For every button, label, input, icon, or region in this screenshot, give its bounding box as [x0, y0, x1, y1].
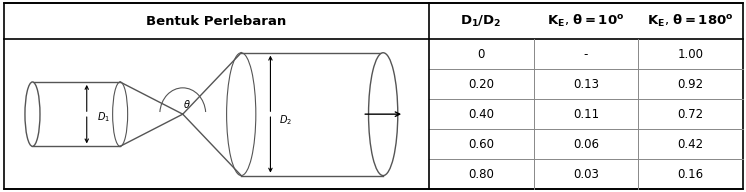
Text: 0.06: 0.06 [573, 138, 599, 151]
Text: 0.40: 0.40 [468, 108, 494, 121]
Text: 0.92: 0.92 [677, 78, 703, 91]
Text: $D_1$: $D_1$ [97, 110, 110, 124]
Text: $D_2$: $D_2$ [279, 113, 292, 127]
Text: 0.03: 0.03 [573, 168, 599, 181]
Text: Bentuk Perlebaran: Bentuk Perlebaran [146, 15, 286, 27]
Text: 1.00: 1.00 [677, 48, 703, 61]
Text: 0.42: 0.42 [677, 138, 703, 151]
Text: 0.80: 0.80 [468, 168, 494, 181]
Text: $\theta$: $\theta$ [183, 98, 191, 110]
Text: 0.16: 0.16 [677, 168, 703, 181]
Ellipse shape [25, 82, 40, 146]
Text: 0.11: 0.11 [573, 108, 599, 121]
Ellipse shape [369, 53, 398, 175]
Text: $\mathbf{K_E}$, $\mathbf{\theta = 180^o}$: $\mathbf{K_E}$, $\mathbf{\theta = 180^o}… [648, 13, 734, 29]
Text: 0.72: 0.72 [677, 108, 703, 121]
Text: 0.20: 0.20 [468, 78, 494, 91]
Text: 0.60: 0.60 [468, 138, 494, 151]
Text: $\mathbf{K_E}$, $\mathbf{\theta = 10^o}$: $\mathbf{K_E}$, $\mathbf{\theta = 10^o}$ [548, 13, 624, 29]
Text: 0: 0 [477, 48, 485, 61]
Text: -: - [584, 48, 588, 61]
Text: 0.13: 0.13 [573, 78, 599, 91]
Text: $\mathbf{D_1/D_2}$: $\mathbf{D_1/D_2}$ [460, 13, 502, 29]
